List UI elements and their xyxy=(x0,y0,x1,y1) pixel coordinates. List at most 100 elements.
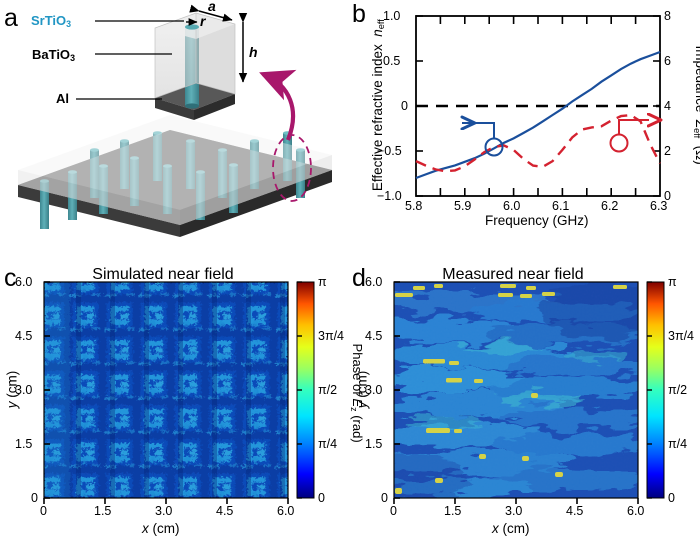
panel-a-schematic xyxy=(18,4,332,237)
panel-c-label: c xyxy=(4,264,17,292)
b-yright-sub: eff xyxy=(691,128,700,139)
b-ytick-right-2: 4 xyxy=(664,99,671,113)
c-xaxis-symbol: x xyxy=(142,521,149,536)
panel-a-label: a xyxy=(4,4,18,32)
panel-b-label: b xyxy=(352,0,366,28)
c-yaxis-title: y (cm) xyxy=(5,340,20,440)
c-xaxis-unit: (cm) xyxy=(152,521,180,536)
d-xaxis-symbol: x xyxy=(492,521,499,536)
d-yaxis-unit: (cm) xyxy=(354,370,370,398)
b-xtick-0: 5.8 xyxy=(405,199,423,213)
panel-c-heatmap xyxy=(43,281,315,504)
b-xtick-3: 6.1 xyxy=(552,199,570,213)
b-ytick-left-0: 1.0 xyxy=(383,9,401,23)
b-yright-unit: (Ω) xyxy=(693,145,700,165)
c-xtick-3: 4.5 xyxy=(216,504,234,518)
c-ytick-2: 3.0 xyxy=(15,383,33,397)
dimension-label-h: h xyxy=(249,44,258,60)
d-xtick-3: 4.5 xyxy=(566,504,584,518)
d-xtick-0: 0 xyxy=(390,504,397,518)
batio3-text: BaTiO xyxy=(32,47,71,62)
b-yaxis-left-title: Effective refractive index neff xyxy=(370,5,386,205)
b-yaxis-right-title: Impedance Zeff (Ω) xyxy=(692,5,700,205)
c-xtick-0: 0 xyxy=(40,504,47,518)
zeff-curve xyxy=(415,113,662,173)
c-yaxis-unit: (cm) xyxy=(4,370,20,398)
c-cbtick-1: 3π/4 xyxy=(318,329,345,343)
c-ytick-4: 0 xyxy=(31,491,38,505)
panel-d: d Measured near field xyxy=(350,230,700,551)
c-cbtick-2: π/2 xyxy=(318,383,338,397)
zeff-annotation-marker xyxy=(609,120,650,153)
b-xtick-4: 6.2 xyxy=(601,199,619,213)
d-cbtick-1: 3π/4 xyxy=(668,329,695,343)
d-xtick-1: 1.5 xyxy=(444,504,462,518)
b-xtick-2: 6.0 xyxy=(503,199,521,213)
d-ytick-2: 3.0 xyxy=(365,383,383,397)
b-yleft-symbol: n xyxy=(369,29,385,37)
b-ytick-right-4: 0 xyxy=(664,189,671,203)
c-xtick-1: 1.5 xyxy=(94,504,112,518)
c-ytick-0: 6.0 xyxy=(15,275,33,289)
al-text: Al xyxy=(56,91,69,106)
batio3-sub: 3 xyxy=(70,53,75,64)
dimension-a xyxy=(189,4,233,22)
d-xtick-2: 3.0 xyxy=(505,504,523,518)
panel-b-plot xyxy=(415,15,700,197)
b-xtick-5: 6.3 xyxy=(650,199,668,213)
srtio3-sub: 3 xyxy=(66,19,72,30)
panel-c: c Simulated near field xyxy=(0,230,365,551)
c-ytick-1: 4.5 xyxy=(15,329,33,343)
bottom-axis-ticks xyxy=(439,188,637,196)
panel-a: a xyxy=(0,0,350,237)
b-ytick-left-1: 0.5 xyxy=(383,54,401,68)
d-ytick-1: 4.5 xyxy=(365,329,383,343)
b-xaxis-title: Frequency (GHz) xyxy=(485,213,589,228)
panel-d-title: Measured near field xyxy=(442,266,584,283)
d-xaxis-title: x (cm) xyxy=(492,521,530,536)
c-y-ticks xyxy=(44,281,50,499)
c-field-image xyxy=(44,282,288,498)
d-yaxis-symbol: y xyxy=(354,401,370,409)
panel-c-title: Simulated near field xyxy=(92,266,234,283)
c-yaxis-symbol: y xyxy=(4,401,20,409)
srtio3-text: SrTiO xyxy=(31,13,67,28)
d-y-ticks xyxy=(394,281,400,499)
c-ytick-3: 1.5 xyxy=(15,437,33,451)
material-label-al: Al xyxy=(56,91,69,106)
top-axis-ticks xyxy=(439,16,637,24)
b-ytick-right-1: 6 xyxy=(664,54,671,68)
panel-d-label: d xyxy=(352,264,366,292)
b-yright-symbol: Z xyxy=(693,120,700,128)
d-colorbar-ticks xyxy=(647,281,652,499)
b-yleft-sub: eff xyxy=(376,19,387,30)
d-ytick-4: 0 xyxy=(381,491,388,505)
d-cbtick-0: π xyxy=(668,275,677,289)
material-label-srtio3: SrTiO3 xyxy=(31,13,71,29)
d-x-ticks xyxy=(393,498,639,504)
c-x-ticks xyxy=(43,498,289,504)
b-yleft-prefix: Effective refractive index xyxy=(369,44,385,192)
zoom-callout-arrow xyxy=(259,69,297,141)
c-cbtick-3: π/4 xyxy=(318,437,338,451)
dimension-label-a: a xyxy=(208,0,216,14)
panel-b: b xyxy=(350,0,700,230)
material-label-batio3: BaTiO3 xyxy=(32,47,75,63)
d-ytick-0: 6.0 xyxy=(365,275,383,289)
b-yright-prefix: Impedance xyxy=(693,45,700,113)
d-xtick-4: 6.0 xyxy=(627,504,645,518)
metasurface-array xyxy=(18,69,332,237)
d-field-image xyxy=(394,282,638,498)
b-ytick-left-3: −0.5 xyxy=(377,144,402,158)
d-cbtick-2: π/2 xyxy=(668,383,688,397)
d-ytick-3: 1.5 xyxy=(365,437,383,451)
dimension-label-r: r xyxy=(200,13,206,29)
neff-curve xyxy=(415,50,661,180)
d-cbtick-4: 0 xyxy=(668,491,675,505)
c-cbtick-4: 0 xyxy=(318,491,325,505)
neff-annotation-marker xyxy=(462,123,504,157)
pillar-top-cap xyxy=(185,24,199,30)
b-ytick-right-0: 8 xyxy=(664,9,671,23)
b-ytick-right-3: 2 xyxy=(664,144,671,158)
d-xaxis-unit: (cm) xyxy=(502,521,530,536)
